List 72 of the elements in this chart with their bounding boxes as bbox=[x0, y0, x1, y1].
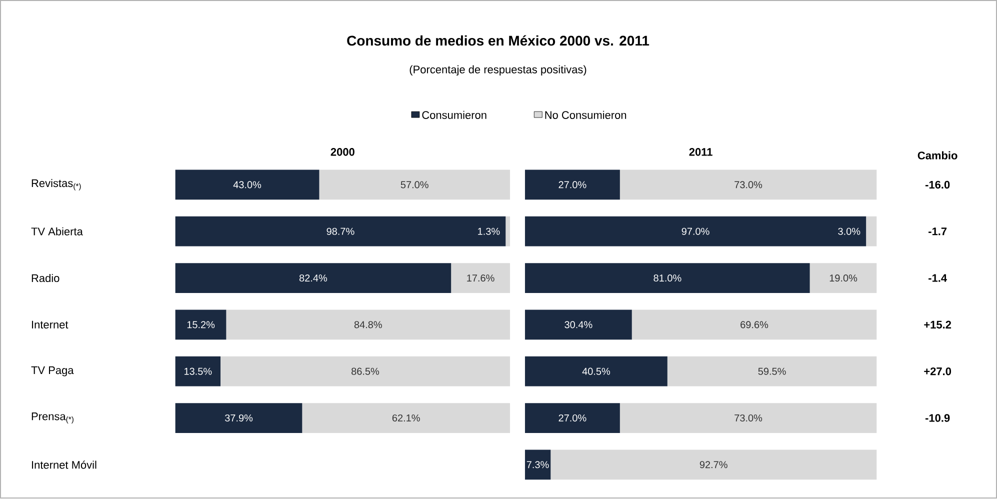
bar bbox=[524, 170, 620, 200]
data-label: 97.0% bbox=[682, 228, 710, 236]
data-label: 13.5% bbox=[184, 368, 212, 376]
bar bbox=[506, 216, 510, 247]
data-label: 19.0% bbox=[830, 274, 858, 282]
bar bbox=[866, 216, 877, 247]
text: -16.0 bbox=[925, 181, 950, 189]
bar bbox=[302, 403, 510, 434]
bar bbox=[524, 450, 551, 480]
bar bbox=[810, 263, 877, 294]
data-label: 73.0% bbox=[734, 181, 762, 188]
bar bbox=[524, 216, 866, 247]
bar bbox=[220, 356, 510, 387]
y-tick-label: Revistas$_{(*)}$ bbox=[32, 179, 81, 191]
data-label: 57.0% bbox=[400, 181, 428, 188]
y-tick-label: TV Abierta bbox=[31, 228, 83, 236]
text: +27.0 bbox=[924, 368, 952, 376]
legend-label: No Consumieron bbox=[545, 111, 626, 120]
data-label: 7.3% bbox=[526, 461, 549, 468]
bar bbox=[451, 263, 510, 294]
text: Cambio bbox=[918, 152, 958, 160]
y-tick-label: Internet Móvil bbox=[32, 460, 96, 470]
bar bbox=[632, 310, 877, 340]
data-label: 73.0% bbox=[734, 414, 762, 422]
text: -1.7 bbox=[928, 228, 947, 236]
text: -1.4 bbox=[928, 274, 947, 282]
data-label: 62.1% bbox=[392, 414, 420, 422]
bar bbox=[175, 356, 221, 387]
data-label: 92.7% bbox=[700, 461, 728, 468]
bar bbox=[175, 403, 302, 434]
y-tick-label: Radio bbox=[32, 274, 60, 282]
data-label: 69.6% bbox=[740, 321, 768, 328]
data-label: 15.2% bbox=[187, 321, 215, 328]
x-axis-title: 2011 bbox=[689, 148, 712, 156]
bar bbox=[319, 170, 510, 200]
bar bbox=[620, 403, 877, 434]
bar bbox=[524, 356, 668, 387]
bar bbox=[524, 263, 810, 294]
bar bbox=[226, 310, 510, 340]
y-tick-label: Prensa$_{(*)}$ bbox=[32, 412, 74, 424]
data-label: 17.6% bbox=[467, 274, 494, 282]
data-label: 59.5% bbox=[758, 368, 786, 376]
bar bbox=[175, 216, 506, 247]
data-label: 27.0% bbox=[558, 414, 586, 422]
bar bbox=[620, 170, 877, 200]
data-label: 1.3% bbox=[478, 228, 500, 236]
bar bbox=[667, 356, 877, 387]
data-label: 43.0% bbox=[233, 181, 262, 188]
chart-title: Consumo de medios en México 2000 vs. 2011 bbox=[347, 36, 650, 46]
data-label: 27.0% bbox=[558, 181, 586, 188]
x-axis-title: 2000 bbox=[330, 148, 354, 156]
data-label: 3.0% bbox=[838, 228, 860, 236]
data-label: 86.5% bbox=[352, 368, 380, 376]
y-tick-label: TV Paga bbox=[31, 366, 74, 377]
text: +15.2 bbox=[924, 321, 952, 329]
bar bbox=[524, 403, 620, 434]
legend-label: Consumieron bbox=[422, 111, 486, 120]
bar bbox=[175, 263, 452, 294]
data-label: 98.7% bbox=[326, 228, 354, 236]
y-tick-label: Internet bbox=[32, 321, 68, 329]
data-label: 30.4% bbox=[564, 321, 592, 328]
data-label: 37.9% bbox=[224, 414, 253, 422]
chart-subtitle: (Porcentaje de respuestas positivas) bbox=[410, 66, 586, 76]
data-label: 81.0% bbox=[654, 274, 682, 282]
bar bbox=[175, 170, 320, 200]
bar bbox=[550, 450, 877, 480]
data-label: 40.5% bbox=[582, 368, 610, 376]
bar bbox=[524, 310, 632, 340]
data-label: 84.8% bbox=[354, 321, 382, 328]
bar bbox=[175, 310, 226, 340]
text: -10.9 bbox=[925, 414, 950, 422]
data-label: 82.4% bbox=[299, 274, 328, 282]
